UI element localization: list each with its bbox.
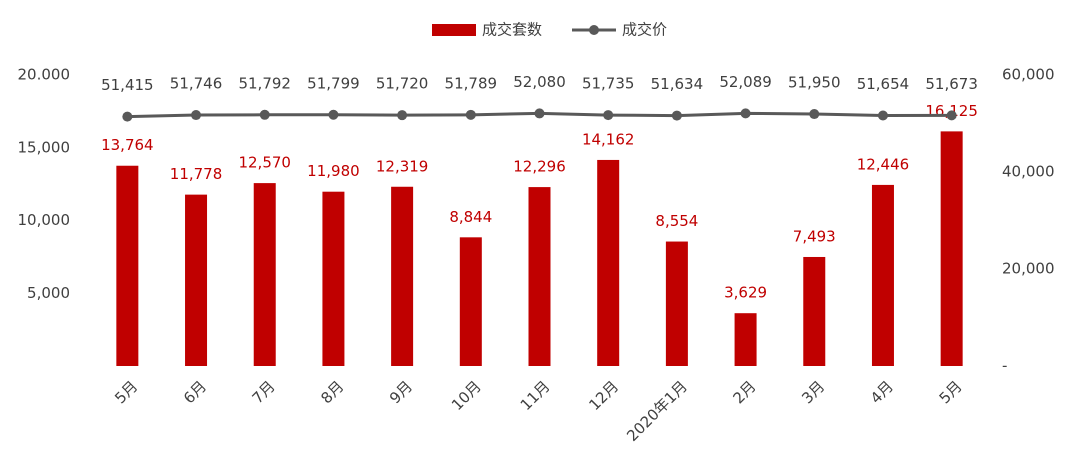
x-tick-label: 6月 bbox=[180, 377, 210, 407]
line-point bbox=[671, 110, 682, 121]
y2-tick-label: - bbox=[1002, 357, 1007, 375]
bar bbox=[734, 313, 757, 366]
bar bbox=[322, 191, 345, 366]
bar-value-label: 3,629 bbox=[724, 284, 767, 302]
line-value-label: 51,789 bbox=[445, 74, 498, 92]
line-point bbox=[465, 109, 476, 120]
line-value-label: 51,415 bbox=[101, 76, 154, 94]
y2-tick-label: 20,000 bbox=[1002, 260, 1055, 278]
line-value-label: 51,735 bbox=[582, 75, 635, 93]
bar-value-label: 12,296 bbox=[513, 158, 566, 176]
line-point bbox=[191, 110, 202, 121]
bar-value-label: 14,162 bbox=[582, 130, 635, 148]
bar-value-label: 11,778 bbox=[170, 165, 223, 183]
x-tick-label: 11月 bbox=[517, 377, 554, 414]
line-value-label: 51,720 bbox=[376, 75, 429, 93]
bar-value-label: 12,446 bbox=[857, 155, 910, 173]
line-point bbox=[946, 110, 957, 121]
y2-tick-label: 40,000 bbox=[1002, 163, 1055, 181]
bar bbox=[185, 194, 208, 366]
y-tick-label: 20.000 bbox=[18, 66, 71, 84]
bar bbox=[665, 241, 688, 366]
line-value-label: 51,799 bbox=[307, 74, 360, 92]
line-value-label: 51,746 bbox=[170, 75, 223, 93]
bar-value-label: 7,493 bbox=[793, 227, 836, 245]
x-tick-label: 4月 bbox=[867, 377, 897, 407]
line-value-label: 52,080 bbox=[513, 73, 566, 91]
x-tick-label: 12月 bbox=[585, 377, 622, 414]
line-point bbox=[603, 110, 614, 121]
bar bbox=[253, 183, 276, 366]
line-value-label: 52,089 bbox=[719, 73, 772, 91]
x-tick-label: 5月 bbox=[111, 377, 141, 407]
x-tick-label: 3月 bbox=[798, 377, 828, 407]
x-tick-label: 5月 bbox=[936, 377, 966, 407]
line-point bbox=[877, 110, 888, 121]
line-point bbox=[328, 109, 339, 120]
bar-value-label: 13,764 bbox=[101, 136, 154, 154]
legend-swatch bbox=[589, 25, 599, 35]
line-value-label: 51,950 bbox=[788, 74, 841, 92]
line-value-label: 51,654 bbox=[857, 75, 910, 93]
line-point bbox=[397, 110, 408, 121]
line-point bbox=[259, 109, 270, 120]
line-point bbox=[740, 108, 751, 119]
x-tick-label: 7月 bbox=[249, 377, 279, 407]
bar bbox=[459, 237, 482, 366]
line-point bbox=[809, 109, 820, 120]
line-value-label: 51,634 bbox=[651, 75, 704, 93]
bar-value-label: 12,319 bbox=[376, 157, 429, 175]
bar bbox=[940, 131, 963, 366]
line-value-label: 51,673 bbox=[925, 75, 978, 93]
x-tick-label: 2020年1月 bbox=[623, 377, 691, 445]
x-tick-label: 9月 bbox=[386, 377, 416, 407]
y-tick-label: 10,000 bbox=[18, 211, 71, 229]
bar bbox=[528, 187, 551, 366]
bar bbox=[803, 256, 826, 366]
x-tick-label: 8月 bbox=[317, 377, 347, 407]
line-point bbox=[122, 111, 133, 122]
x-tick-label: 10月 bbox=[448, 377, 485, 414]
legend-label: 成交价 bbox=[622, 21, 667, 39]
bar-value-label: 8,844 bbox=[449, 208, 492, 226]
bar bbox=[871, 184, 894, 366]
bar bbox=[597, 159, 620, 366]
bar bbox=[391, 186, 414, 366]
legend-label: 成交套数 bbox=[482, 21, 542, 39]
bar-value-label: 8,554 bbox=[655, 212, 698, 230]
x-tick-label: 2月 bbox=[730, 377, 760, 407]
bar bbox=[116, 165, 139, 366]
line-value-label: 51,792 bbox=[238, 74, 291, 92]
legend-swatch bbox=[432, 24, 476, 36]
y-tick-label: 5,000 bbox=[27, 284, 70, 302]
y2-tick-label: 60,000 bbox=[1002, 66, 1055, 84]
line-point bbox=[534, 108, 545, 119]
bar-value-label: 11,980 bbox=[307, 162, 360, 180]
bar-value-label: 12,570 bbox=[238, 154, 291, 172]
y-tick-label: 15,000 bbox=[18, 138, 71, 156]
